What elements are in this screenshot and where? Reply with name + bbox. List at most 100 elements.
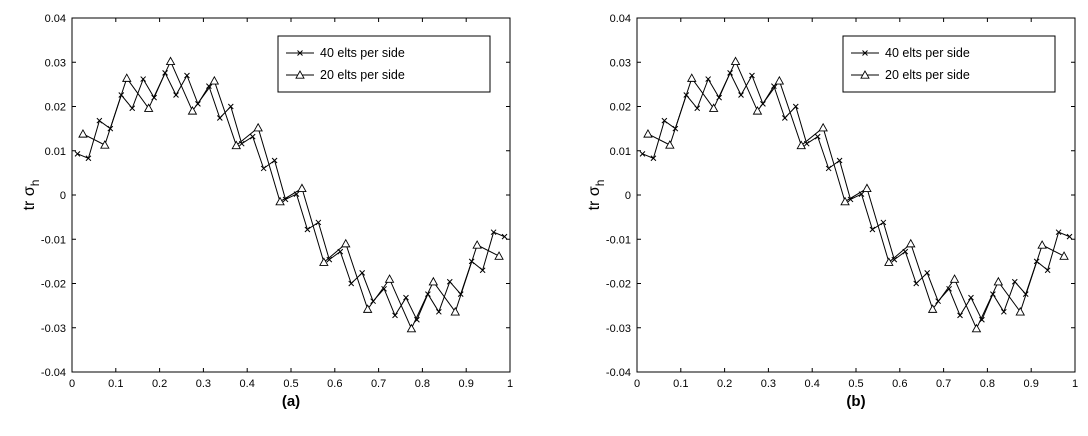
x-tick-label: 0.6 [892, 378, 907, 390]
x-marker-stroke [381, 285, 387, 292]
x-marker-stroke [738, 92, 744, 98]
x-marker-stroke [705, 76, 712, 82]
triangle-marker [297, 183, 307, 193]
data-point [479, 267, 486, 274]
data-point [924, 270, 931, 276]
data-point [927, 304, 938, 313]
triangle-marker [450, 306, 461, 316]
y-axis-label-main: tr σ [586, 186, 603, 210]
x-tick-label: 0.7 [936, 378, 951, 390]
x-tick-label: 0.2 [717, 378, 732, 390]
series-40-elts [74, 70, 508, 323]
triangle-marker [818, 122, 828, 132]
data-point [494, 251, 504, 260]
triangle-marker [165, 56, 176, 66]
triangle-marker [406, 323, 417, 333]
triangle-marker [708, 103, 719, 112]
legend-label: 40 elts per side [885, 46, 970, 60]
data-point [96, 117, 103, 124]
data-point [840, 196, 850, 206]
legend-item: 20 elts per side [286, 68, 405, 82]
data-point [490, 229, 497, 236]
x-marker-stroke [479, 267, 486, 274]
x-marker-stroke [129, 105, 136, 112]
data-point [392, 312, 398, 319]
data-point [260, 165, 267, 172]
x-tick-label: 0.5 [283, 378, 298, 390]
data-point [884, 257, 894, 266]
data-point [304, 226, 311, 233]
x-marker-stroke [814, 133, 821, 140]
x-marker-stroke [880, 219, 887, 226]
series-line [82, 60, 500, 330]
data-point [121, 73, 132, 82]
x-marker-stroke [858, 191, 865, 197]
triangle-marker [121, 73, 132, 82]
series-20-elts [78, 56, 504, 333]
data-point [905, 238, 916, 248]
data-point [792, 103, 799, 110]
y-axis-label-sub: h [593, 180, 607, 187]
y-tick-label: 0.01 [45, 146, 66, 158]
data-point [650, 155, 657, 162]
data-point [100, 140, 110, 149]
data-point [949, 274, 960, 283]
triangle-marker [1037, 240, 1047, 249]
y-axis-label-main: tr σ [21, 186, 38, 210]
x-marker-stroke [260, 165, 267, 172]
data-point [993, 276, 1004, 286]
panel-caption: (b) [846, 393, 865, 410]
triangle-marker [752, 105, 763, 115]
x-marker-stroke [238, 140, 245, 147]
data-point [665, 140, 675, 149]
data-point [1066, 233, 1073, 240]
data-point [359, 270, 366, 276]
x-marker-stroke [924, 270, 931, 276]
triangle-marker [643, 129, 653, 138]
x-marker-stroke [661, 117, 668, 124]
x-marker-stroke [315, 219, 322, 226]
data-point [749, 72, 755, 79]
data-point [446, 278, 453, 285]
triangle-marker [275, 196, 285, 206]
y-tick-label: -0.03 [41, 323, 66, 335]
x-tick-label: 0.2 [152, 378, 167, 390]
y-tick-label: -0.04 [606, 367, 631, 379]
x-tick-label: 0.6 [327, 378, 342, 390]
data-point [730, 56, 741, 66]
x-marker-stroke [392, 312, 398, 319]
legend-label: 20 elts per side [885, 68, 970, 82]
data-point [862, 183, 872, 193]
x-marker-stroke [825, 165, 832, 172]
x-marker-stroke [348, 280, 355, 287]
triangle-marker [209, 75, 220, 85]
triangle-marker [686, 73, 697, 82]
x-marker-stroke [968, 294, 974, 301]
triangle-marker [78, 129, 88, 138]
y-tick-label: 0.02 [45, 102, 66, 114]
y-tick-label: 0 [625, 190, 631, 202]
data-point [639, 150, 646, 157]
y-tick-label: 0.04 [45, 13, 66, 25]
x-marker-stroke [694, 105, 701, 112]
x-marker-stroke [946, 285, 952, 292]
y-tick-label: -0.04 [41, 367, 66, 379]
x-marker-stroke [326, 256, 333, 263]
y-tick-label: -0.02 [606, 279, 631, 291]
triangle-marker [884, 257, 894, 266]
x-marker-stroke [803, 140, 810, 147]
data-point [326, 256, 333, 263]
data-point [381, 285, 387, 292]
legend: 40 elts per side 20 elts per side [842, 35, 1056, 93]
triangle-marker [665, 140, 675, 149]
x-marker-stroke [1055, 229, 1062, 236]
data-point [231, 140, 242, 150]
triangle-marker [319, 257, 329, 266]
x-tick-label: 0.8 [980, 378, 995, 390]
data-point [297, 183, 307, 193]
triangle-marker [730, 56, 741, 66]
data-point [781, 115, 788, 121]
data-point [253, 122, 263, 132]
data-point [1015, 306, 1026, 316]
